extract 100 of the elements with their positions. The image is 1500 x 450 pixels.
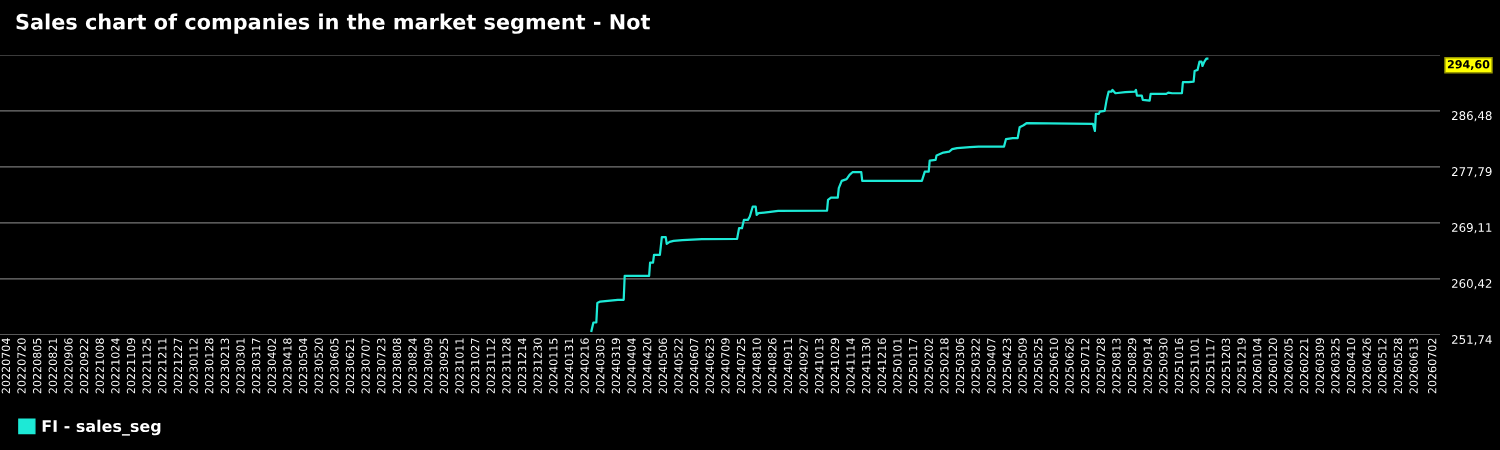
- x-tick-label: 20240216: [580, 338, 589, 394]
- x-tick-label: 20260426: [1362, 338, 1371, 394]
- x-tick-label: 20240131: [564, 338, 574, 394]
- x-tick-label: 20260325: [1331, 338, 1340, 394]
- x-tick-label: 20240927: [799, 338, 808, 394]
- x-tick-label: 20260205: [1284, 338, 1293, 394]
- x-tick-label: 20230128: [205, 338, 214, 394]
- y-tick-label: 286,48: [1451, 111, 1492, 122]
- x-tick-label: 20230520: [314, 338, 323, 394]
- x-tick-label: 20230925: [439, 338, 449, 394]
- x-tick-label: 20250712: [1080, 338, 1090, 394]
- x-tick-label: 20260512: [1378, 338, 1387, 394]
- x-tick-label: 20240911: [783, 338, 793, 394]
- x-tick-label: 20240303: [596, 338, 605, 394]
- x-tick-label: 20231230: [533, 338, 542, 394]
- x-tick-label: 20220906: [64, 338, 73, 394]
- x-tick-label: 20260221: [1299, 338, 1309, 394]
- x-tick-label: 20250101: [893, 338, 902, 394]
- x-tick-label: 20230317: [251, 338, 261, 394]
- x-tick-label: 20251117: [1206, 338, 1215, 394]
- x-tick-label: 20221109: [126, 338, 136, 394]
- x-tick-label: 20250610: [1049, 338, 1059, 394]
- x-tick-label: 20240810: [752, 338, 761, 394]
- x-tick-label: 20260528: [1393, 338, 1403, 394]
- text: 294,60: [1447, 60, 1490, 70]
- x-tick-label: 20220720: [17, 338, 26, 394]
- x-tick-label: 20231128: [502, 338, 511, 394]
- x-tick-label: 20230909: [423, 338, 433, 394]
- x-tick-label: 20220704: [1, 338, 11, 394]
- x-tick-label: 20220821: [48, 338, 57, 394]
- x-tick-label: 20240607: [689, 338, 699, 394]
- x-tick-label: 20260613: [1409, 338, 1418, 394]
- x-tick-label: 20260104: [1252, 338, 1262, 394]
- x-tick-label: 20230723: [377, 338, 386, 394]
- y-tick-label: 277,79: [1451, 167, 1492, 178]
- x-tick-label: 20220922: [79, 338, 89, 394]
- x-tick-label: 20240709: [721, 338, 730, 394]
- x-tick-label: 20231011: [455, 338, 464, 394]
- x-tick-label: 20250423: [1002, 338, 1012, 394]
- x-tick-label: 20221008: [95, 338, 104, 394]
- x-tick-label: 20250914: [1143, 338, 1152, 394]
- x-tick-label: 20230213: [220, 338, 230, 394]
- x-tick-label: 20240826: [768, 338, 777, 394]
- x-tick-label: 20231214: [517, 338, 527, 394]
- x-tick-label: 20251016: [1174, 338, 1184, 394]
- x-tick-label: 20230621: [345, 338, 355, 394]
- x-tick-label: 20250306: [955, 338, 965, 394]
- x-tick-label: 20251203: [1221, 338, 1231, 394]
- x-tick-label: 20250525: [1034, 338, 1043, 394]
- x-tick-label: 20250728: [1096, 338, 1105, 394]
- x-tick-label: 20230605: [330, 338, 339, 394]
- x-tick-label: 20250202: [924, 338, 933, 394]
- x-tick-label: 20260120: [1268, 338, 1278, 394]
- x-tick-label: 20230402: [267, 338, 276, 394]
- x-tick-label: 20251101: [1190, 338, 1199, 394]
- x-tick-label: 20240725: [736, 338, 746, 394]
- x-tick-label: 20230301: [236, 338, 245, 394]
- x-tick-label: 20241029: [830, 338, 840, 394]
- x-tick-label: 20250407: [987, 338, 996, 394]
- x-tick-label: 20241013: [815, 338, 824, 394]
- x-tick-label: 20230112: [189, 338, 198, 394]
- x-tick-label: 20230824: [408, 338, 417, 394]
- x-tick-label: 20240522: [674, 338, 683, 394]
- x-tick-label: 20220805: [32, 338, 42, 394]
- x-tick-label: 20250626: [1065, 338, 1074, 394]
- x-tick-label: 20221024: [111, 338, 120, 394]
- x-tick-label: 20221125: [142, 338, 151, 394]
- x-tick-label: 20250930: [1159, 338, 1168, 394]
- x-tick-label: 20260702: [1427, 338, 1437, 394]
- x-tick-label: 20230418: [283, 338, 292, 394]
- x-tick-label: 20221227: [173, 338, 183, 394]
- x-tick-label: 20231027: [470, 338, 480, 394]
- x-tick-label: 20230504: [298, 338, 308, 394]
- x-tick-label: 20250509: [1018, 338, 1027, 394]
- x-tick-label: 20241216: [877, 338, 886, 394]
- y-tick-label: 269,11: [1451, 223, 1492, 234]
- x-tick-label: 20250322: [971, 338, 980, 394]
- x-tick-label: 20231112: [486, 338, 495, 394]
- x-tick-label: 20250218: [940, 338, 949, 394]
- x-tick-label: 20250117: [908, 338, 918, 394]
- x-tick-label: 20240404: [627, 338, 636, 394]
- chart-title: Sales chart of companies in the market segment - Not: [16, 13, 650, 34]
- x-tick-label: 20251219: [1237, 338, 1246, 394]
- y-tick-label: 260,42: [1451, 279, 1492, 290]
- x-tick-label: 20260309: [1315, 338, 1324, 394]
- x-tick-label: 20240623: [705, 338, 714, 394]
- x-tick-label: 20260410: [1346, 338, 1356, 394]
- x-tick-label: 20230808: [392, 338, 402, 394]
- x-tick-label: 20241130: [861, 338, 871, 394]
- x-tick-label: 20250813: [1112, 338, 1121, 394]
- legend-label: FI - sales_seg: [42, 419, 161, 436]
- x-tick-label: 20240420: [642, 338, 652, 394]
- x-tick-label: 20241114: [846, 338, 855, 394]
- x-tick-label: 20240115: [549, 338, 558, 394]
- x-tick-label: 20221211: [158, 338, 167, 394]
- y-tick-label: 251,74: [1451, 335, 1492, 346]
- x-tick-label: 20230707: [361, 338, 370, 394]
- x-tick-label: 20250829: [1127, 338, 1137, 394]
- x-tick-label: 20240319: [611, 338, 621, 394]
- x-tick-label: 20240506: [658, 338, 668, 394]
